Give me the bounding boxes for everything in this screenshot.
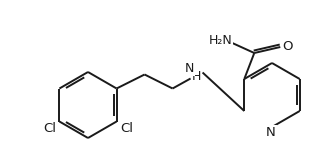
Text: Cl: Cl [43,122,56,135]
Text: H: H [192,70,201,83]
Text: H₂N: H₂N [208,35,232,48]
Text: N: N [266,125,276,138]
Text: N: N [185,62,194,75]
Text: Cl: Cl [120,122,133,135]
Text: O: O [282,40,293,52]
